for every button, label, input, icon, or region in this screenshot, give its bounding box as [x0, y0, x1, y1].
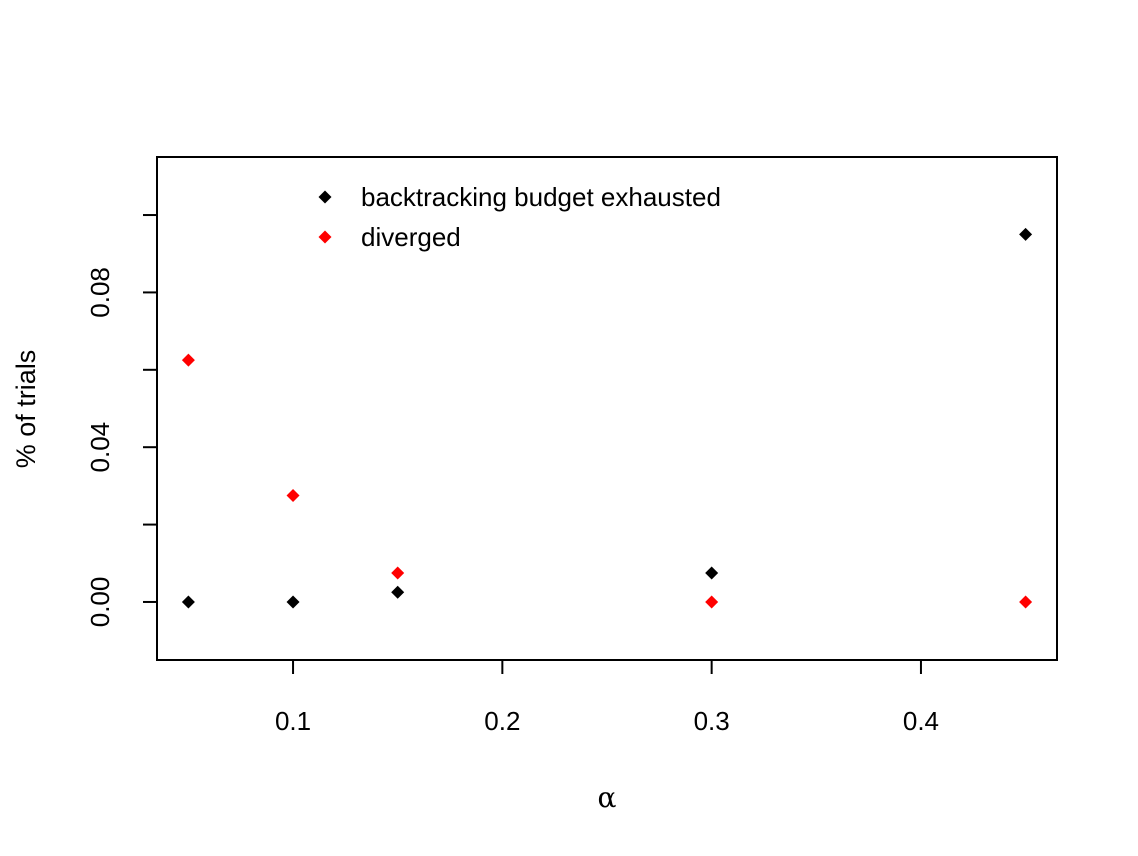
x-tick-label: 0.3	[694, 706, 730, 736]
y-tick-label: 0.04	[85, 422, 115, 473]
data-point-series-2	[705, 595, 719, 609]
y-axis: 0.00 0.04 0.08	[85, 214, 158, 628]
y-tick-label: 0.00	[85, 577, 115, 628]
legend-marker	[318, 190, 332, 204]
legend-marker	[318, 230, 332, 244]
x-axis-title: α	[598, 781, 617, 814]
legend-label: backtracking budget exhausted	[361, 182, 721, 212]
data-point-series-1	[391, 585, 405, 599]
y-tick-label: 0.08	[85, 267, 115, 318]
y-axis-title: % of trials	[11, 350, 41, 469]
plot-frame	[156, 156, 1058, 661]
x-tick-label: 0.4	[903, 706, 939, 736]
x-tick-label: 0.2	[484, 706, 520, 736]
data-points	[181, 227, 1033, 609]
x-axis: 0.1 0.2 0.3 0.4	[275, 659, 939, 736]
data-point-series-2	[286, 489, 300, 503]
legend-label: diverged	[361, 222, 461, 252]
data-point-series-2	[1019, 595, 1033, 609]
x-tick-label: 0.1	[275, 706, 311, 736]
data-point-series-2	[391, 566, 405, 580]
data-point-series-1	[705, 566, 719, 580]
data-point-series-1	[286, 595, 300, 609]
data-point-series-1	[181, 595, 195, 609]
data-point-series-2	[181, 353, 195, 367]
data-point-series-1	[1019, 227, 1033, 241]
legend: backtracking budget exhausted diverged	[318, 182, 721, 252]
